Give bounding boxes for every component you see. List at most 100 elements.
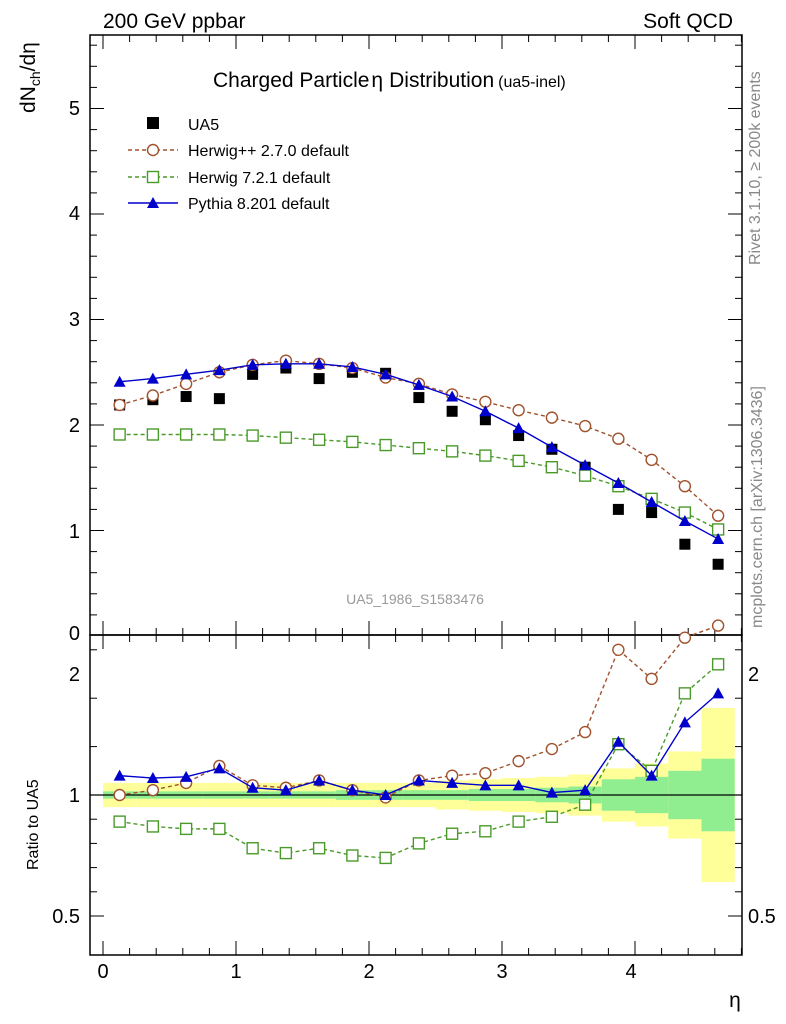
data-point — [113, 788, 126, 802]
data-point — [180, 368, 193, 380]
data-point — [379, 851, 392, 865]
legend: UA5 Herwig++ 2.7.0 default Herwig 7.2.1 … — [128, 117, 350, 213]
data-point — [579, 459, 592, 471]
data-point — [645, 496, 658, 508]
data-point — [479, 825, 492, 838]
data-point — [146, 820, 160, 833]
data-point — [512, 815, 525, 828]
data-point — [645, 672, 658, 686]
data-point — [113, 815, 126, 828]
data-point — [246, 842, 259, 855]
x-tick-label: 0 — [97, 961, 108, 983]
rivet-label: Rivet 3.1.10, ≥ 200k events — [747, 71, 764, 265]
data-point — [512, 754, 525, 768]
y-tick-label-upper: 2 — [69, 415, 80, 437]
data-point — [412, 378, 425, 390]
legend-label: Herwig++ 2.7.0 default — [188, 143, 350, 160]
y-tick-label-upper: 0 — [69, 623, 80, 645]
data-point — [679, 538, 691, 550]
data-point — [213, 428, 226, 441]
data-point — [180, 391, 192, 403]
y-tick-label-lower-right: 2 — [748, 664, 759, 686]
data-point — [678, 687, 692, 700]
legend-marker-ua5 — [147, 117, 159, 129]
data-point — [512, 404, 525, 417]
data-point — [379, 368, 392, 380]
data-point — [545, 810, 559, 823]
data-point — [645, 769, 658, 781]
data-point — [545, 742, 559, 756]
data-point — [545, 786, 558, 798]
data-point — [279, 846, 293, 860]
data-point — [711, 619, 725, 632]
data-point — [578, 419, 592, 433]
data-point — [313, 357, 326, 369]
data-point — [346, 849, 359, 862]
data-point — [279, 431, 293, 444]
data-point — [346, 360, 359, 372]
data-point — [412, 837, 426, 850]
data-point — [711, 658, 725, 671]
y-tick-label-upper: 3 — [69, 309, 80, 331]
data-point — [446, 390, 459, 402]
data-point — [479, 405, 492, 417]
data-point — [612, 643, 625, 656]
y-tick-label-lower: 2 — [69, 664, 80, 686]
x-axis-label: η — [729, 989, 741, 1012]
data-point — [213, 393, 225, 405]
legend-marker-herwig7 — [146, 170, 160, 184]
data-point — [179, 428, 193, 441]
data-point — [346, 784, 359, 796]
data-point — [545, 441, 558, 453]
data-point — [645, 453, 658, 467]
data-point — [113, 375, 126, 387]
chart-title: Charged Particleη Distribution (ua5-inel) — [213, 69, 566, 92]
data-point — [545, 461, 559, 474]
data-point — [179, 822, 193, 836]
data-point — [512, 422, 525, 434]
data-point — [712, 687, 725, 699]
header-left-label: 200 GeV ppbar — [103, 10, 245, 33]
data-point — [512, 779, 525, 791]
data-point — [445, 445, 459, 458]
y-axis-label-lower: Ratio to UA5 — [25, 779, 42, 870]
data-point — [712, 558, 724, 570]
data-point — [247, 368, 259, 380]
header-right-label: Soft QCD — [643, 10, 733, 33]
data-point — [279, 357, 292, 369]
x-tick-label: 4 — [625, 961, 636, 983]
data-point — [612, 477, 625, 489]
data-point — [445, 827, 459, 840]
data-point — [379, 438, 392, 452]
data-point — [213, 822, 226, 836]
legend-marker-pythia — [147, 197, 159, 208]
data-point — [213, 364, 226, 376]
data-point — [146, 372, 159, 384]
data-point — [678, 479, 692, 493]
data-point — [578, 725, 592, 739]
data-point — [413, 392, 425, 404]
y-tick-label-lower: 1 — [69, 785, 80, 807]
y-tick-label-upper: 4 — [69, 203, 80, 225]
data-point — [446, 405, 458, 417]
data-point — [678, 515, 691, 527]
data-point — [479, 449, 492, 462]
y-tick-label-upper: 5 — [69, 98, 80, 120]
data-point — [146, 772, 159, 784]
data-point — [246, 781, 259, 793]
legend-label: UA5 — [188, 117, 219, 134]
data-point — [113, 398, 126, 412]
data-point — [612, 432, 625, 445]
data-point — [678, 631, 692, 644]
data-point — [113, 769, 126, 781]
mcplots-label: mcplots.cern.ch [arXiv:1306.3436] — [749, 386, 766, 628]
data-point — [446, 776, 459, 788]
data-point — [612, 503, 624, 515]
x-tick-label: 3 — [496, 961, 507, 983]
data-point — [313, 774, 326, 786]
data-point — [379, 789, 392, 800]
data-point — [113, 428, 126, 441]
data-point — [146, 389, 160, 402]
data-point — [711, 509, 725, 522]
y-axis-label-upper: dNch/dη — [17, 42, 43, 113]
